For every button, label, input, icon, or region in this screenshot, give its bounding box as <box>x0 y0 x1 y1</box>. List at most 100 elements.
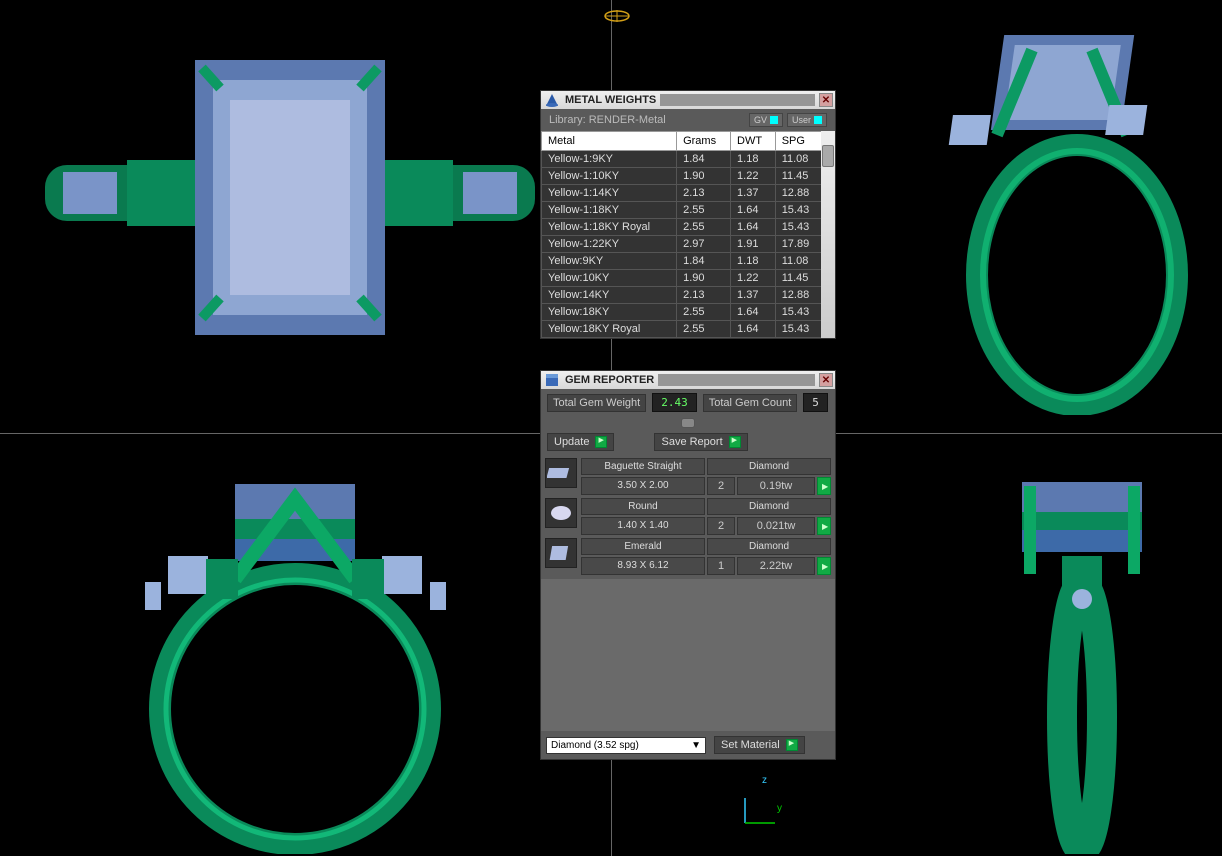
metal-table-cell: 2.55 <box>677 202 731 219</box>
metal-table-cell: 2.97 <box>677 236 731 253</box>
gem-cut-label: Baguette Straight <box>581 458 705 475</box>
ring-perspective-view <box>937 15 1197 415</box>
gem-size-value: 1.40 X 1.40 <box>581 517 705 535</box>
metal-table-cell: 2.13 <box>677 185 731 202</box>
gem-thumb-icon <box>545 458 577 488</box>
gem-buttons-row: Update Save Report <box>541 430 835 454</box>
gem-qty-value: 2 <box>707 477 735 495</box>
slider-knob[interactable] <box>681 418 695 428</box>
gem-material-label: Diamond <box>707 538 831 555</box>
gem-size-value: 8.93 X 6.12 <box>581 557 705 575</box>
gem-material-label: Diamond <box>707 458 831 475</box>
ring-front-view <box>120 464 470 854</box>
gizmo-top-icon[interactable] <box>603 8 631 27</box>
metal-table-cell: 1.84 <box>677 253 731 270</box>
metal-panel-titlebar[interactable]: METAL WEIGHTS ✕ <box>541 91 835 109</box>
library-label: Library: RENDER-Metal <box>549 114 666 126</box>
metal-weights-panel: METAL WEIGHTS ✕ Library: RENDER-Metal GV… <box>540 90 836 339</box>
gem-cut-label: Round <box>581 498 705 515</box>
ring-top-view <box>45 50 535 350</box>
chevron-down-icon: ▼ <box>691 740 701 751</box>
metal-table-cell: 2.55 <box>677 321 731 338</box>
gem-material-label: Diamond <box>707 498 831 515</box>
metal-col-header[interactable]: Metal <box>542 132 677 151</box>
metal-table-cell: 1.64 <box>731 321 776 338</box>
user-button[interactable]: User <box>787 113 827 127</box>
metal-table-scroll-thumb[interactable] <box>822 145 834 167</box>
metal-table-cell: 1.37 <box>731 287 776 304</box>
gem-go-button[interactable]: ▶ <box>817 557 831 575</box>
metal-table-cell: Yellow-1:18KY <box>542 202 677 219</box>
metal-table-cell: Yellow:18KY Royal <box>542 321 677 338</box>
metal-table-cell: Yellow:14KY <box>542 287 677 304</box>
total-gem-count-label: Total Gem Count <box>703 394 798 412</box>
update-button[interactable]: Update <box>547 433 614 451</box>
metal-table-row[interactable]: Yellow-1:9KY1.841.1811.08 <box>542 151 835 168</box>
metal-col-header[interactable]: Grams <box>677 132 731 151</box>
total-gem-weight-label: Total Gem Weight <box>547 394 646 412</box>
gem-reporter-panel: GEM REPORTER ✕ Total Gem Weight 2.43 Tot… <box>540 370 836 760</box>
axis-y-label: y <box>777 803 782 814</box>
gem-go-button[interactable]: ▶ <box>817 517 831 535</box>
gem-tw-value: 0.19tw <box>737 477 815 495</box>
metal-table-cell: 1.37 <box>731 185 776 202</box>
gem-cut-label: Emerald <box>581 538 705 555</box>
metal-table-row[interactable]: Yellow-1:18KY Royal2.551.6415.43 <box>542 219 835 236</box>
axis-z-label: z <box>762 775 767 786</box>
metal-table-cell: Yellow:10KY <box>542 270 677 287</box>
gem-tw-value: 2.22tw <box>737 557 815 575</box>
metal-table-cell: 1.64 <box>731 304 776 321</box>
gv-button[interactable]: GV <box>749 113 783 127</box>
metal-table-cell: Yellow-1:10KY <box>542 168 677 185</box>
gem-row[interactable]: RoundDiamond1.40 X 1.4020.021tw▶ <box>545 498 831 535</box>
metal-table-row[interactable]: Yellow:14KY2.131.3712.88 <box>542 287 835 304</box>
metal-library-row: Library: RENDER-Metal GV User <box>541 109 835 131</box>
metal-panel-title: METAL WEIGHTS <box>565 94 656 106</box>
metal-table-row[interactable]: Yellow-1:10KY1.901.2211.45 <box>542 168 835 185</box>
metal-table-row[interactable]: Yellow:10KY1.901.2211.45 <box>542 270 835 287</box>
metal-table-cell: Yellow-1:14KY <box>542 185 677 202</box>
gem-go-button[interactable]: ▶ <box>817 477 831 495</box>
metal-panel-close-button[interactable]: ✕ <box>819 93 833 107</box>
viewport-bottom-left[interactable] <box>0 434 611 856</box>
save-report-button[interactable]: Save Report <box>654 433 747 451</box>
gem-summary-row: Total Gem Weight 2.43 Total Gem Count 5 <box>541 389 835 416</box>
metal-table-row[interactable]: Yellow-1:14KY2.131.3712.88 <box>542 185 835 202</box>
play-icon <box>595 436 607 448</box>
metal-table-cell: Yellow:18KY <box>542 304 677 321</box>
metal-table-cell: 1.22 <box>731 270 776 287</box>
metal-col-header[interactable]: DWT <box>731 132 776 151</box>
metal-table-container: MetalGramsDWTSPG Yellow-1:9KY1.841.1811.… <box>541 131 835 338</box>
metal-table-cell: 2.55 <box>677 304 731 321</box>
gem-panel-icon <box>543 372 561 388</box>
metal-table-row[interactable]: Yellow-1:18KY2.551.6415.43 <box>542 202 835 219</box>
material-dropdown[interactable]: Diamond (3.52 spg)▼ <box>546 737 706 754</box>
metal-panel-icon <box>543 92 561 108</box>
gem-panel-close-button[interactable]: ✕ <box>819 373 833 387</box>
gem-qty-value: 1 <box>707 557 735 575</box>
gem-tw-value: 0.021tw <box>737 517 815 535</box>
metal-table-cell: 1.64 <box>731 219 776 236</box>
metal-table-cell: Yellow-1:9KY <box>542 151 677 168</box>
gem-panel-title: GEM REPORTER <box>565 374 654 386</box>
gem-thumb-icon <box>545 538 577 568</box>
gem-slider-row[interactable] <box>541 416 835 430</box>
metal-table-cell: Yellow-1:22KY <box>542 236 677 253</box>
metal-table-cell: 1.91 <box>731 236 776 253</box>
axis-gizmo: z y <box>735 793 785 836</box>
metal-table-row[interactable]: Yellow-1:22KY2.971.9117.89 <box>542 236 835 253</box>
gem-size-value: 3.50 X 2.00 <box>581 477 705 495</box>
metal-table-row[interactable]: Yellow:18KY2.551.6415.43 <box>542 304 835 321</box>
metal-table-cell: 1.64 <box>731 202 776 219</box>
metal-table-row[interactable]: Yellow:18KY Royal2.551.6415.43 <box>542 321 835 338</box>
metal-table-cell: Yellow-1:18KY Royal <box>542 219 677 236</box>
metal-table-row[interactable]: Yellow:9KY1.841.1811.08 <box>542 253 835 270</box>
metal-table-cell: 2.55 <box>677 219 731 236</box>
gem-panel-titlebar[interactable]: GEM REPORTER ✕ <box>541 371 835 389</box>
metal-table-cell: 1.90 <box>677 168 731 185</box>
gem-row[interactable]: EmeraldDiamond8.93 X 6.1212.22tw▶ <box>545 538 831 575</box>
total-gem-count-value: 5 <box>803 393 828 412</box>
viewport-top-left[interactable] <box>0 0 611 433</box>
gem-row[interactable]: Baguette StraightDiamond3.50 X 2.0020.19… <box>545 458 831 495</box>
set-material-button[interactable]: Set Material <box>714 736 805 754</box>
